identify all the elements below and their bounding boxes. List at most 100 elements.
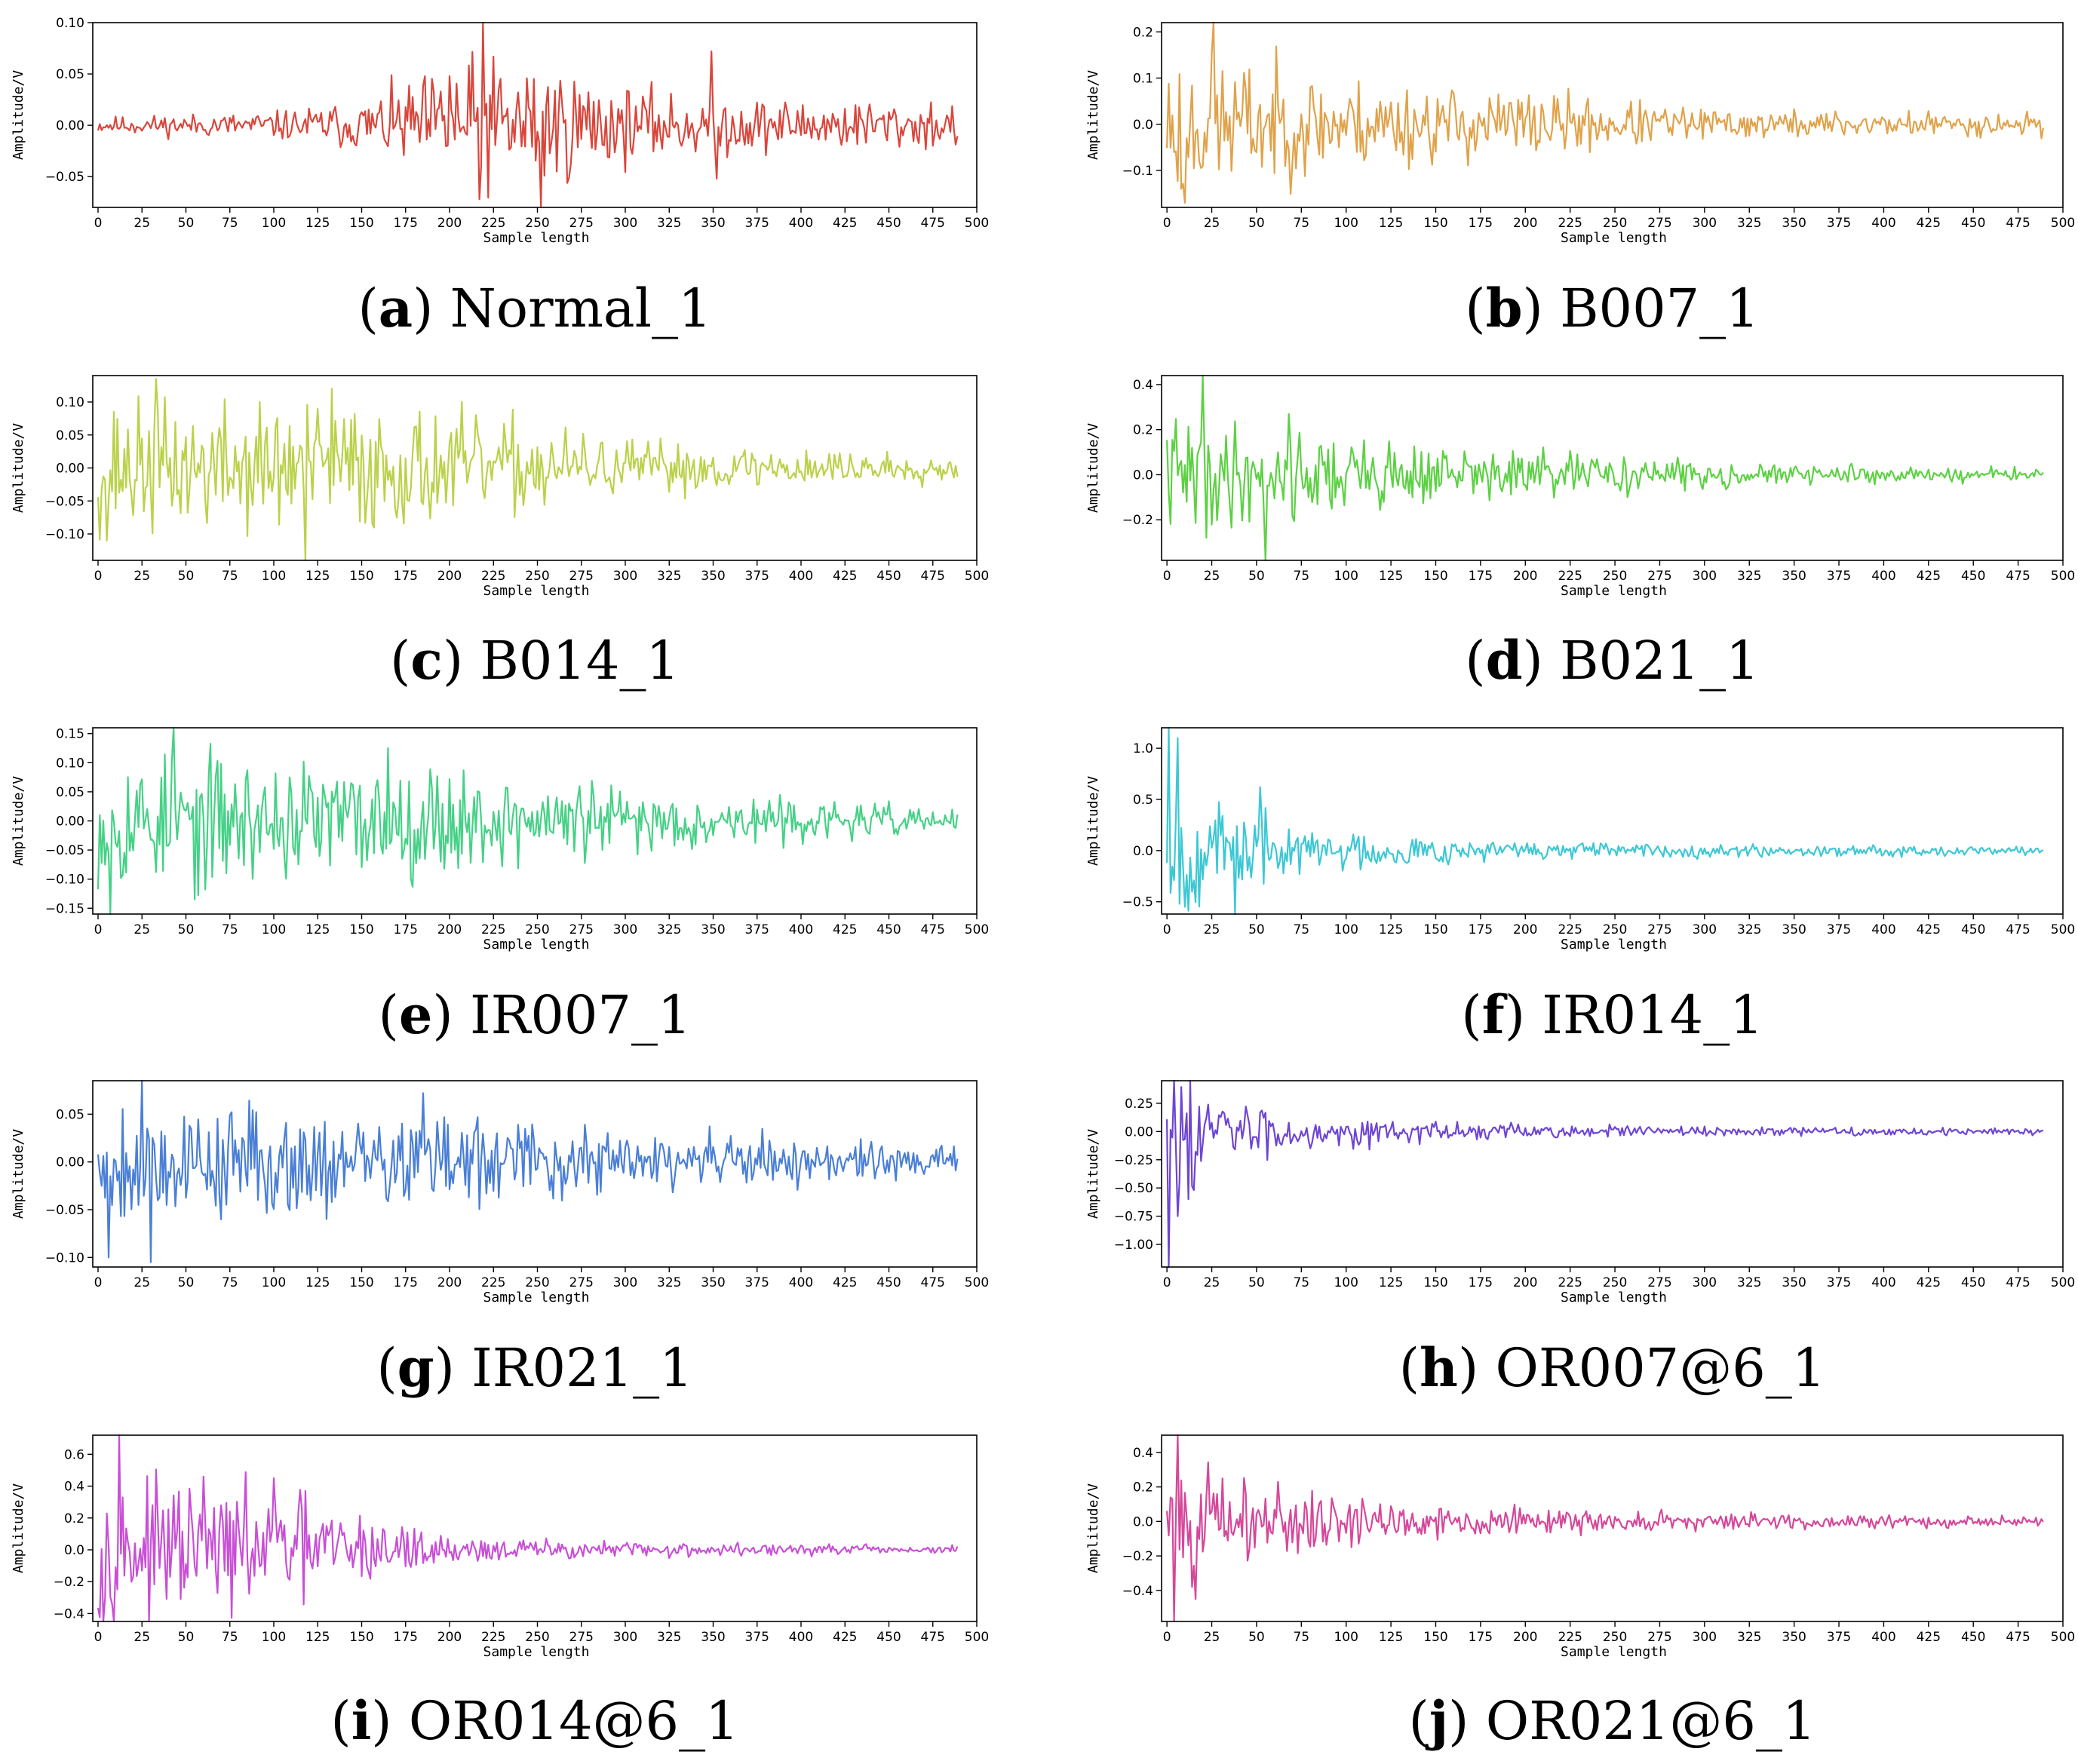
y-axis-label: Amplitude/V bbox=[1085, 776, 1101, 866]
x-tick-label: 450 bbox=[876, 1275, 901, 1290]
x-tick-label: 350 bbox=[701, 922, 725, 937]
x-axis-label: Sample length bbox=[1561, 1290, 1667, 1305]
y-tick-label: 0.15 bbox=[56, 727, 84, 742]
x-tick-label: 0 bbox=[94, 569, 103, 584]
caption-name: ) IR014_1 bbox=[1505, 984, 1763, 1046]
y-axis-label: Amplitude/V bbox=[1085, 1129, 1101, 1219]
y-tick-label: 0.2 bbox=[1133, 1480, 1153, 1496]
panel-b: 0 25 50 75 100 125 150 175 200 225 250 275 300 325 350… bbox=[1085, 21, 2075, 339]
x-tick-label: 375 bbox=[1827, 569, 1851, 584]
x-tick-label: 100 bbox=[262, 1630, 286, 1645]
x-tick-label: 225 bbox=[1558, 1630, 1582, 1645]
x-tick-label: 375 bbox=[1827, 1275, 1851, 1290]
caption-letter: e bbox=[399, 983, 433, 1046]
y-axis-label: Amplitude/V bbox=[1085, 423, 1101, 513]
x-tick-label: 0 bbox=[1163, 922, 1171, 937]
x-tick-label: 250 bbox=[525, 1630, 549, 1645]
y-tick-label: 0.2 bbox=[1133, 423, 1153, 438]
y-tick-label: −0.05 bbox=[45, 843, 84, 858]
x-axis-label: Sample length bbox=[1561, 937, 1667, 953]
x-tick-label: 425 bbox=[833, 922, 857, 937]
x-tick-label: 150 bbox=[1423, 1630, 1447, 1645]
x-tick-label: 50 bbox=[178, 216, 195, 231]
x-tick-label: 250 bbox=[1603, 922, 1627, 937]
caption-name: ) OR021@6_1 bbox=[1448, 1690, 1816, 1752]
y-axis-label: Amplitude/V bbox=[11, 1129, 26, 1219]
x-tick-label: 450 bbox=[1961, 922, 1985, 937]
x-tick-label: 325 bbox=[1737, 1275, 1761, 1290]
x-tick-label: 275 bbox=[1647, 1630, 1671, 1645]
x-tick-label: 175 bbox=[1469, 1630, 1493, 1645]
y-tick-label: −0.10 bbox=[45, 527, 84, 542]
y-tick-label: 0.10 bbox=[56, 16, 84, 31]
x-tick-label: 500 bbox=[2051, 922, 2075, 937]
caption-name: ) OR014@6_1 bbox=[371, 1690, 738, 1752]
x-tick-label: 0 bbox=[1163, 216, 1171, 231]
x-tick-label: 175 bbox=[1469, 922, 1493, 937]
x-tick-label: 25 bbox=[1204, 1275, 1220, 1290]
x-axis-label: Sample length bbox=[483, 937, 590, 953]
x-tick-label: 125 bbox=[1379, 216, 1403, 231]
y-axis-label: Amplitude/V bbox=[11, 70, 26, 160]
x-tick-label: 500 bbox=[965, 922, 989, 937]
x-axis-label: Sample length bbox=[1561, 230, 1667, 246]
x-tick-label: 125 bbox=[305, 216, 330, 231]
panel-caption: (f) IR014_1 bbox=[1461, 983, 1763, 1046]
y-tick-label: −0.10 bbox=[45, 873, 84, 888]
y-tick-label: −0.10 bbox=[45, 1250, 84, 1265]
x-tick-label: 125 bbox=[305, 922, 330, 937]
x-tick-label: 225 bbox=[1558, 1275, 1582, 1290]
caption-letter: g bbox=[397, 1336, 434, 1399]
x-tick-label: 500 bbox=[965, 569, 989, 584]
caption-letter: a bbox=[379, 277, 413, 339]
x-tick-label: 275 bbox=[1647, 569, 1671, 584]
panel-g: 0 25 50 75 100 125 150 175 200 225 250 275 300 325 350… bbox=[11, 1079, 989, 1399]
x-tick-label: 275 bbox=[569, 922, 594, 937]
x-tick-label: 175 bbox=[1469, 216, 1493, 231]
x-tick-label: 500 bbox=[2051, 1275, 2075, 1290]
x-tick-label: 250 bbox=[525, 1275, 549, 1290]
x-tick-label: 50 bbox=[1248, 1630, 1265, 1645]
x-tick-label: 100 bbox=[262, 569, 286, 584]
x-tick-label: 100 bbox=[1334, 216, 1358, 231]
y-tick-label: 0.05 bbox=[56, 785, 84, 800]
x-tick-label: 475 bbox=[921, 216, 945, 231]
y-tick-label: 0.00 bbox=[1125, 1124, 1153, 1140]
x-tick-label: 200 bbox=[1513, 1630, 1537, 1645]
x-tick-label: 300 bbox=[613, 1630, 637, 1645]
x-tick-label: 475 bbox=[2006, 1275, 2030, 1290]
caption-name: ) B007_1 bbox=[1523, 278, 1760, 339]
panel-caption: (b) B007_1 bbox=[1465, 277, 1759, 339]
x-tick-label: 25 bbox=[1204, 922, 1220, 937]
x-tick-label: 475 bbox=[921, 569, 945, 584]
panel-i: 0 25 50 75 100 125 150 175 200 225 250 275 300 325 350… bbox=[11, 1434, 989, 1752]
x-tick-label: 25 bbox=[1204, 1630, 1220, 1645]
series-line-c bbox=[97, 378, 959, 562]
x-tick-label: 300 bbox=[613, 216, 637, 231]
x-tick-label: 125 bbox=[305, 569, 330, 584]
y-tick-label: −0.15 bbox=[45, 901, 84, 916]
x-tick-label: 225 bbox=[481, 922, 505, 937]
x-tick-label: 150 bbox=[1423, 569, 1447, 584]
x-tick-label: 425 bbox=[1917, 1630, 1941, 1645]
panel-c: 0 25 50 75 100 125 150 175 200 225 250 275 300 325 350… bbox=[11, 375, 989, 692]
caption-letter: d bbox=[1486, 629, 1523, 692]
x-tick-label: 425 bbox=[833, 1630, 857, 1645]
x-tick-label: 50 bbox=[178, 569, 195, 584]
x-tick-label: 200 bbox=[437, 1630, 462, 1645]
caption-letter: b bbox=[1486, 277, 1523, 339]
x-tick-label: 250 bbox=[525, 922, 549, 937]
panel-f: 0 25 50 75 100 125 150 175 200 225 250 275 300 325 350… bbox=[1085, 726, 2075, 1046]
x-tick-label: 150 bbox=[1423, 216, 1447, 231]
x-tick-label: 375 bbox=[745, 569, 769, 584]
x-tick-label: 200 bbox=[437, 569, 462, 584]
x-tick-label: 300 bbox=[613, 1275, 637, 1290]
panel-caption: (a) Normal_1 bbox=[358, 277, 711, 339]
x-tick-label: 400 bbox=[1871, 216, 1895, 231]
x-tick-label: 275 bbox=[1647, 1275, 1671, 1290]
x-tick-label: 25 bbox=[134, 216, 150, 231]
y-tick-label: −1.00 bbox=[1114, 1238, 1153, 1253]
series-line-h bbox=[1166, 1079, 2043, 1269]
x-tick-label: 475 bbox=[921, 922, 945, 937]
y-axis-label: Amplitude/V bbox=[11, 776, 26, 866]
